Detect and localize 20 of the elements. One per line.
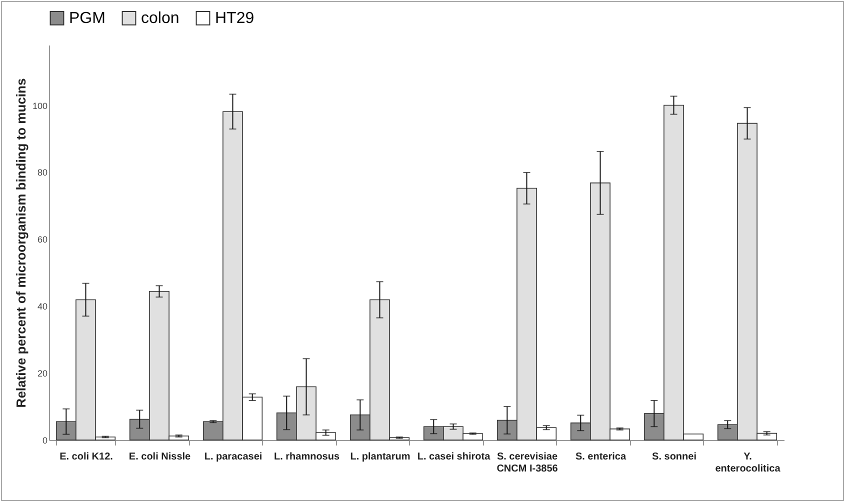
x-tick-label: L. rhamnosus bbox=[274, 452, 340, 462]
x-tick-label: L. plantarum bbox=[350, 452, 410, 462]
x-tick-label: L. casei shirota bbox=[417, 452, 491, 462]
y-tick-label: 40 bbox=[37, 302, 48, 312]
x-tick-label: E. coli Nissle bbox=[128, 452, 192, 462]
y-tick-label: 0 bbox=[42, 436, 48, 446]
y-tick-label: 100 bbox=[32, 100, 48, 111]
x-tick-label: Y. enterocolitica bbox=[715, 452, 781, 474]
x-tick-label: S. enterica bbox=[575, 452, 626, 462]
legend-label: PGM bbox=[69, 10, 106, 28]
legend-label: HT29 bbox=[215, 10, 254, 28]
y-axis-title: Relative percent of microorganism binding to mucins bbox=[13, 78, 28, 408]
x-tick-label: L. paracasei bbox=[204, 452, 262, 462]
x-tick-label: S. cerevisiae CNCM I-3856 bbox=[496, 452, 558, 474]
x-tick-label: E. coli K12. bbox=[60, 452, 114, 462]
y-tick-label: 80 bbox=[37, 168, 48, 178]
y-tick-label: 20 bbox=[37, 368, 48, 379]
legend-label: colon bbox=[141, 10, 180, 28]
y-tick-label: 60 bbox=[37, 234, 48, 245]
x-tick-label: S. sonnei bbox=[652, 452, 697, 462]
